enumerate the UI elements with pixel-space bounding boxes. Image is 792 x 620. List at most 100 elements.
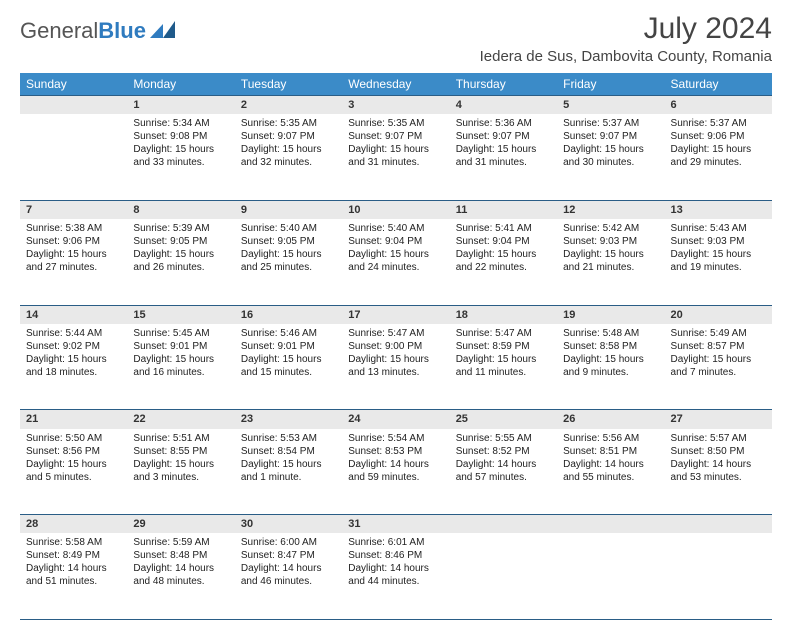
sunrise-text: Sunrise: 5:35 AM — [241, 117, 336, 130]
sunrise-text: Sunrise: 5:47 AM — [348, 327, 443, 340]
daylight-text: Daylight: 15 hours and 1 minute. — [241, 458, 336, 484]
sunrise-text: Sunrise: 5:58 AM — [26, 536, 121, 549]
sunset-text: Sunset: 9:06 PM — [26, 235, 121, 248]
day-number-cell: 10 — [342, 200, 449, 219]
daylight-text: Daylight: 15 hours and 16 minutes. — [133, 353, 228, 379]
day-content-cell: Sunrise: 5:58 AMSunset: 8:49 PMDaylight:… — [20, 533, 127, 619]
day-content-cell: Sunrise: 5:57 AMSunset: 8:50 PMDaylight:… — [665, 429, 772, 515]
sunset-text: Sunset: 8:51 PM — [563, 445, 658, 458]
day-content-cell: Sunrise: 5:37 AMSunset: 9:06 PMDaylight:… — [665, 114, 772, 200]
sunset-text: Sunset: 9:01 PM — [133, 340, 228, 353]
col-friday: Friday — [557, 73, 664, 96]
day-content-cell: Sunrise: 5:54 AMSunset: 8:53 PMDaylight:… — [342, 429, 449, 515]
daylight-text: Daylight: 14 hours and 55 minutes. — [563, 458, 658, 484]
day-content-cell: Sunrise: 5:51 AMSunset: 8:55 PMDaylight:… — [127, 429, 234, 515]
sunset-text: Sunset: 8:46 PM — [348, 549, 443, 562]
sunrise-text: Sunrise: 5:40 AM — [241, 222, 336, 235]
daylight-text: Daylight: 15 hours and 9 minutes. — [563, 353, 658, 379]
day-content-cell — [20, 114, 127, 200]
content-row: Sunrise: 5:58 AMSunset: 8:49 PM Daylight:… — [20, 533, 772, 619]
sunrise-text: Sunrise: 5:56 AM — [563, 432, 658, 445]
daynum-row: 28293031 — [20, 515, 772, 534]
col-monday: Monday — [127, 73, 234, 96]
sunrise-text: Sunrise: 5:39 AM — [133, 222, 228, 235]
sunrise-text: Sunrise: 5:45 AM — [133, 327, 228, 340]
day-content-cell: Sunrise: 5:46 AMSunset: 9:01 PMDaylight:… — [235, 324, 342, 410]
location-text: Iedera de Sus, Dambovita County, Romania — [480, 48, 772, 65]
day-content-cell: Sunrise: 5:45 AMSunset: 9:01 PMDaylight:… — [127, 324, 234, 410]
daynum-row: 123456 — [20, 96, 772, 115]
daylight-text: Daylight: 15 hours and 24 minutes. — [348, 248, 443, 274]
sunset-text: Sunset: 9:07 PM — [241, 130, 336, 143]
day-number-cell: 30 — [235, 515, 342, 534]
day-number-cell: 13 — [665, 200, 772, 219]
daylight-text: Daylight: 15 hours and 30 minutes. — [563, 143, 658, 169]
daylight-text: Daylight: 15 hours and 33 minutes. — [133, 143, 228, 169]
col-wednesday: Wednesday — [342, 73, 449, 96]
sunset-text: Sunset: 8:49 PM — [26, 549, 121, 562]
sunrise-text: Sunrise: 6:01 AM — [348, 536, 443, 549]
day-content-cell: Sunrise: 5:36 AMSunset: 9:07 PMDaylight:… — [450, 114, 557, 200]
sunrise-text: Sunrise: 5:55 AM — [456, 432, 551, 445]
day-number-cell: 11 — [450, 200, 557, 219]
sunrise-text: Sunrise: 5:50 AM — [26, 432, 121, 445]
sunset-text: Sunset: 9:05 PM — [241, 235, 336, 248]
sunset-text: Sunset: 9:01 PM — [241, 340, 336, 353]
brand-part1: General — [20, 18, 98, 44]
day-number-cell — [20, 96, 127, 115]
day-number-cell: 31 — [342, 515, 449, 534]
daylight-text: Daylight: 15 hours and 26 minutes. — [133, 248, 228, 274]
day-number-cell: 15 — [127, 305, 234, 324]
day-content-cell: Sunrise: 5:39 AMSunset: 9:05 PMDaylight:… — [127, 219, 234, 305]
sunset-text: Sunset: 8:54 PM — [241, 445, 336, 458]
day-number-cell: 4 — [450, 96, 557, 115]
sunset-text: Sunset: 8:47 PM — [241, 549, 336, 562]
sunset-text: Sunset: 9:06 PM — [671, 130, 766, 143]
daylight-text: Daylight: 14 hours and 53 minutes. — [671, 458, 766, 484]
day-number-cell: 19 — [557, 305, 664, 324]
day-content-cell: Sunrise: 5:44 AMSunset: 9:02 PMDaylight:… — [20, 324, 127, 410]
day-content-cell: Sunrise: 5:35 AMSunset: 9:07 PMDaylight:… — [342, 114, 449, 200]
sunrise-text: Sunrise: 5:38 AM — [26, 222, 121, 235]
sunset-text: Sunset: 8:57 PM — [671, 340, 766, 353]
day-content-cell: Sunrise: 5:55 AMSunset: 8:52 PMDaylight:… — [450, 429, 557, 515]
content-row: Sunrise: 5:44 AMSunset: 9:02 PMDaylight:… — [20, 324, 772, 410]
day-number-cell: 25 — [450, 410, 557, 429]
content-row: Sunrise: 5:38 AMSunset: 9:06 PM Daylight:… — [20, 219, 772, 305]
sunset-text: Sunset: 9:07 PM — [456, 130, 551, 143]
day-content-cell: Sunrise: 5:34 AMSunset: 9:08 PMDaylight:… — [127, 114, 234, 200]
day-number-cell: 3 — [342, 96, 449, 115]
day-number-cell — [450, 515, 557, 534]
daylight-text: Daylight: 14 hours and 44 minutes. — [348, 562, 443, 588]
sunset-text: Sunset: 9:08 PM — [133, 130, 228, 143]
day-number-cell: 20 — [665, 305, 772, 324]
day-number-cell: 21 — [20, 410, 127, 429]
sunrise-text: Sunrise: 5:49 AM — [671, 327, 766, 340]
month-title: July 2024 — [480, 12, 772, 46]
sunset-text: Sunset: 9:07 PM — [563, 130, 658, 143]
day-content-cell: Sunrise: 5:37 AMSunset: 9:07 PMDaylight:… — [557, 114, 664, 200]
content-row: Sunrise: 5:50 AMSunset: 8:56 PMDaylight:… — [20, 429, 772, 515]
sunrise-text: Sunrise: 5:40 AM — [348, 222, 443, 235]
sunrise-text: Sunrise: 5:53 AM — [241, 432, 336, 445]
sunset-text: Sunset: 8:48 PM — [133, 549, 228, 562]
day-number-cell: 16 — [235, 305, 342, 324]
sunrise-text: Sunrise: 5:37 AM — [563, 117, 658, 130]
sunrise-text: Sunrise: 5:43 AM — [671, 222, 766, 235]
day-number-cell: 14 — [20, 305, 127, 324]
day-number-cell: 17 — [342, 305, 449, 324]
col-thursday: Thursday — [450, 73, 557, 96]
day-number-cell: 9 — [235, 200, 342, 219]
day-content-cell — [665, 533, 772, 619]
day-number-cell: 6 — [665, 96, 772, 115]
sunset-text: Sunset: 8:53 PM — [348, 445, 443, 458]
sunrise-text: Sunrise: 5:46 AM — [241, 327, 336, 340]
sunrise-text: Sunrise: 5:47 AM — [456, 327, 551, 340]
day-content-cell: Sunrise: 5:43 AMSunset: 9:03 PMDaylight:… — [665, 219, 772, 305]
sunrise-text: Sunrise: 5:41 AM — [456, 222, 551, 235]
day-number-cell: 8 — [127, 200, 234, 219]
sunset-text: Sunset: 8:50 PM — [671, 445, 766, 458]
sunrise-text: Sunrise: 5:57 AM — [671, 432, 766, 445]
day-content-cell: Sunrise: 5:59 AMSunset: 8:48 PMDaylight:… — [127, 533, 234, 619]
day-number-cell — [557, 515, 664, 534]
